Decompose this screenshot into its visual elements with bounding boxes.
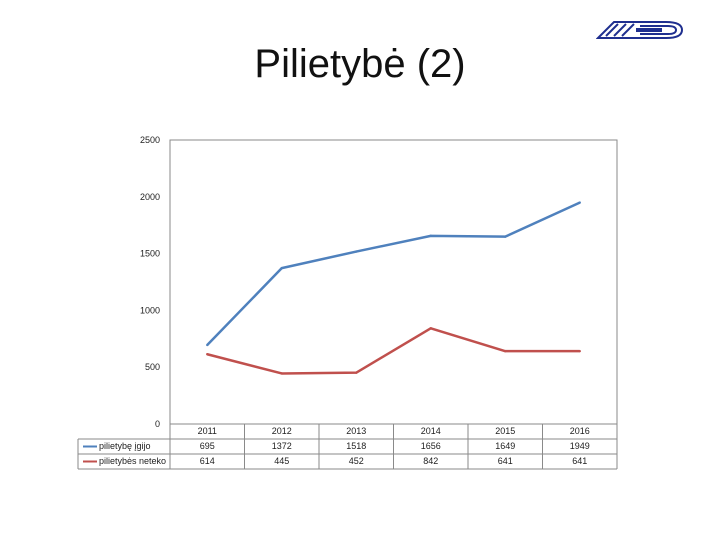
- data-point: [206, 343, 209, 347]
- data-table-value: 1656: [421, 441, 441, 451]
- data-table-value: 1949: [570, 441, 590, 451]
- x-tick-label: 2011: [198, 426, 217, 436]
- data-table-value: 842: [423, 456, 438, 466]
- plot-area: [169, 139, 618, 425]
- data-table-value: 1372: [272, 441, 292, 451]
- x-tick-label: 2016: [570, 426, 590, 436]
- data-point: [504, 235, 507, 238]
- x-tick-label: 2012: [272, 426, 292, 436]
- data-point: [429, 234, 432, 238]
- legend-label: pilietybės neteko: [99, 456, 166, 466]
- series-line: [206, 327, 580, 375]
- data-table-value: 695: [200, 441, 215, 451]
- series-line: [206, 201, 581, 346]
- y-tick-label: 2500: [140, 135, 160, 145]
- data-point: [355, 371, 358, 374]
- data-point: [355, 250, 358, 253]
- data-table-value: 452: [349, 456, 364, 466]
- data-table-value: 1649: [495, 441, 515, 451]
- data-point: [280, 266, 283, 270]
- data-table-value: 641: [572, 456, 587, 466]
- data-point: [206, 353, 209, 356]
- x-tick-label: 2015: [495, 426, 515, 436]
- data-point: [578, 349, 581, 353]
- data-table-value: 614: [200, 456, 215, 466]
- data-point: [578, 201, 581, 204]
- y-tick-label: 1000: [140, 305, 160, 315]
- y-tick-label: 2000: [140, 192, 160, 202]
- x-tick-label: 2013: [346, 426, 366, 436]
- data-point: [280, 372, 283, 375]
- x-tick-label: 2014: [421, 426, 441, 436]
- legend-label: pilietybę įgijo: [99, 441, 151, 451]
- data-table-value: 445: [274, 456, 289, 466]
- y-tick-label: 1500: [140, 249, 160, 259]
- y-tick-label: 0: [155, 419, 160, 429]
- data-table-value: 641: [498, 456, 513, 466]
- data-point: [504, 349, 507, 353]
- data-table-value: 1518: [346, 441, 366, 451]
- data-point: [429, 327, 432, 330]
- page-title: Pilietybė (2): [254, 42, 466, 86]
- logo-icon: [596, 21, 684, 39]
- y-tick-label: 500: [145, 362, 160, 372]
